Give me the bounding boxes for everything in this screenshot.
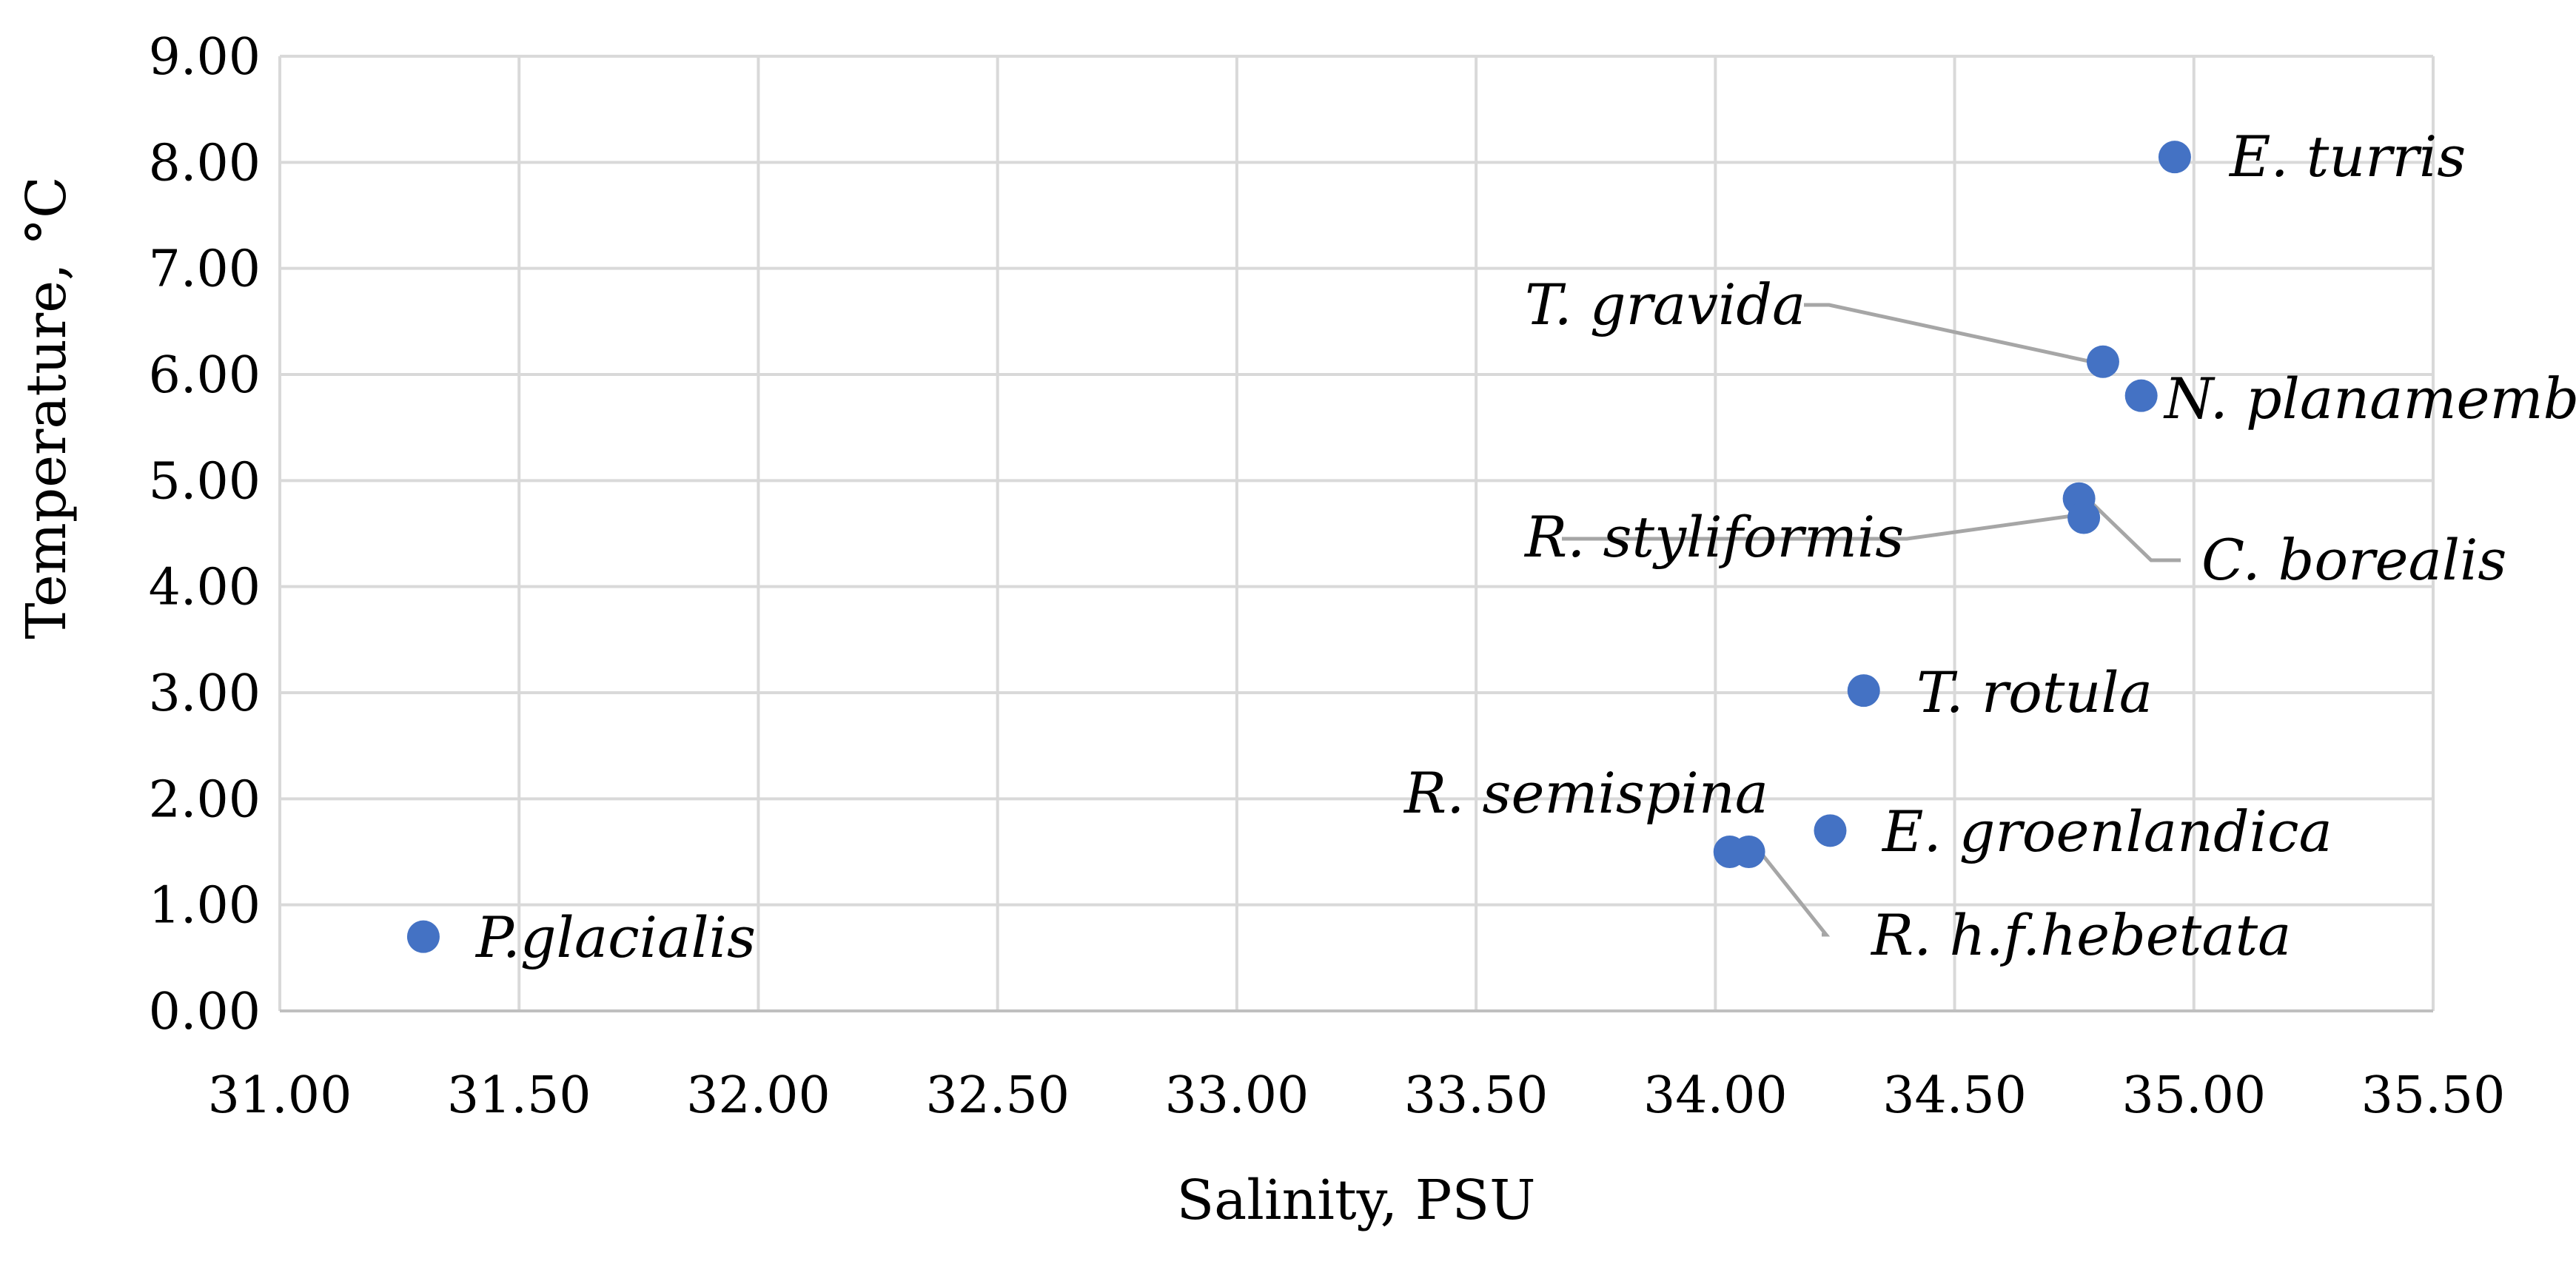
y-tick-label: 2.00 (149, 770, 261, 829)
gridlines (278, 55, 2435, 1012)
x-tick-label: 35.00 (2121, 1066, 2266, 1125)
point-label: R. h.f.hebetata (1870, 902, 2291, 968)
x-tick-label: 31.00 (208, 1066, 352, 1125)
point-label: T. rotula (1916, 659, 2153, 725)
point-label: T. gravida (1525, 272, 1805, 337)
y-tick-label: 0.00 (149, 983, 261, 1041)
data-point (2067, 501, 2101, 534)
leader-line (2082, 493, 2181, 562)
data-point (2086, 345, 2119, 378)
leader-line (1758, 850, 1831, 937)
x-tick-label: 35.50 (2361, 1066, 2506, 1125)
y-tick-label: 3.00 (149, 665, 261, 723)
y-tick-label: 4.00 (149, 559, 261, 617)
point-label: E. turris (2228, 124, 2466, 189)
x-tick-label: 32.00 (686, 1066, 831, 1125)
x-tick-label: 34.50 (1882, 1066, 2027, 1125)
point-label: C. borealis (2201, 527, 2506, 593)
data-point (1732, 836, 1765, 868)
x-tick-label: 32.50 (925, 1066, 1070, 1125)
y-tick-label: 7.00 (149, 241, 261, 299)
data-point (2158, 141, 2191, 174)
y-tick-label: 6.00 (149, 346, 261, 405)
data-point (1814, 814, 1847, 847)
x-tick-labels: 31.00 31.50 32.00 32.50 33.00 33.50 34.00 34.50… (208, 1066, 2506, 1125)
y-tick-label: 8.00 (149, 134, 261, 192)
y-tick-label: 5.00 (149, 452, 261, 511)
x-tick-label: 31.50 (447, 1066, 591, 1125)
y-tick-labels: 0.00 1.00 2.00 3.00 4.00 5.00 6.00 7.00 8.00 9.00 (149, 28, 261, 1041)
x-tick-label: 34.00 (1643, 1066, 1788, 1125)
y-axis-title: Temperature, °C (15, 176, 78, 639)
point-label: N. planamembr (2163, 366, 2576, 431)
leader-line (1562, 512, 2084, 541)
data-point (2124, 379, 2158, 412)
data-points (406, 141, 2191, 953)
data-point (406, 920, 440, 953)
leader-lines (1562, 303, 2181, 937)
point-label: R. styliformis (1523, 504, 1904, 570)
x-tick-label: 33.00 (1165, 1066, 1309, 1125)
leader-line (1804, 303, 2103, 366)
y-tick-label: 9.00 (149, 28, 261, 87)
x-tick-label: 33.50 (1404, 1066, 1549, 1125)
y-tick-label: 1.00 (149, 877, 261, 935)
data-point (1847, 674, 1880, 708)
point-label: E. groenlandica (1881, 799, 2332, 864)
point-label: R. semispina (1403, 760, 1768, 826)
point-labels: P.glacialis R. semispina R. h.f.hebetata E.… (474, 124, 2576, 970)
point-label: P.glacialis (474, 904, 756, 970)
x-axis-title: Salinity, PSU (1176, 1169, 1535, 1232)
